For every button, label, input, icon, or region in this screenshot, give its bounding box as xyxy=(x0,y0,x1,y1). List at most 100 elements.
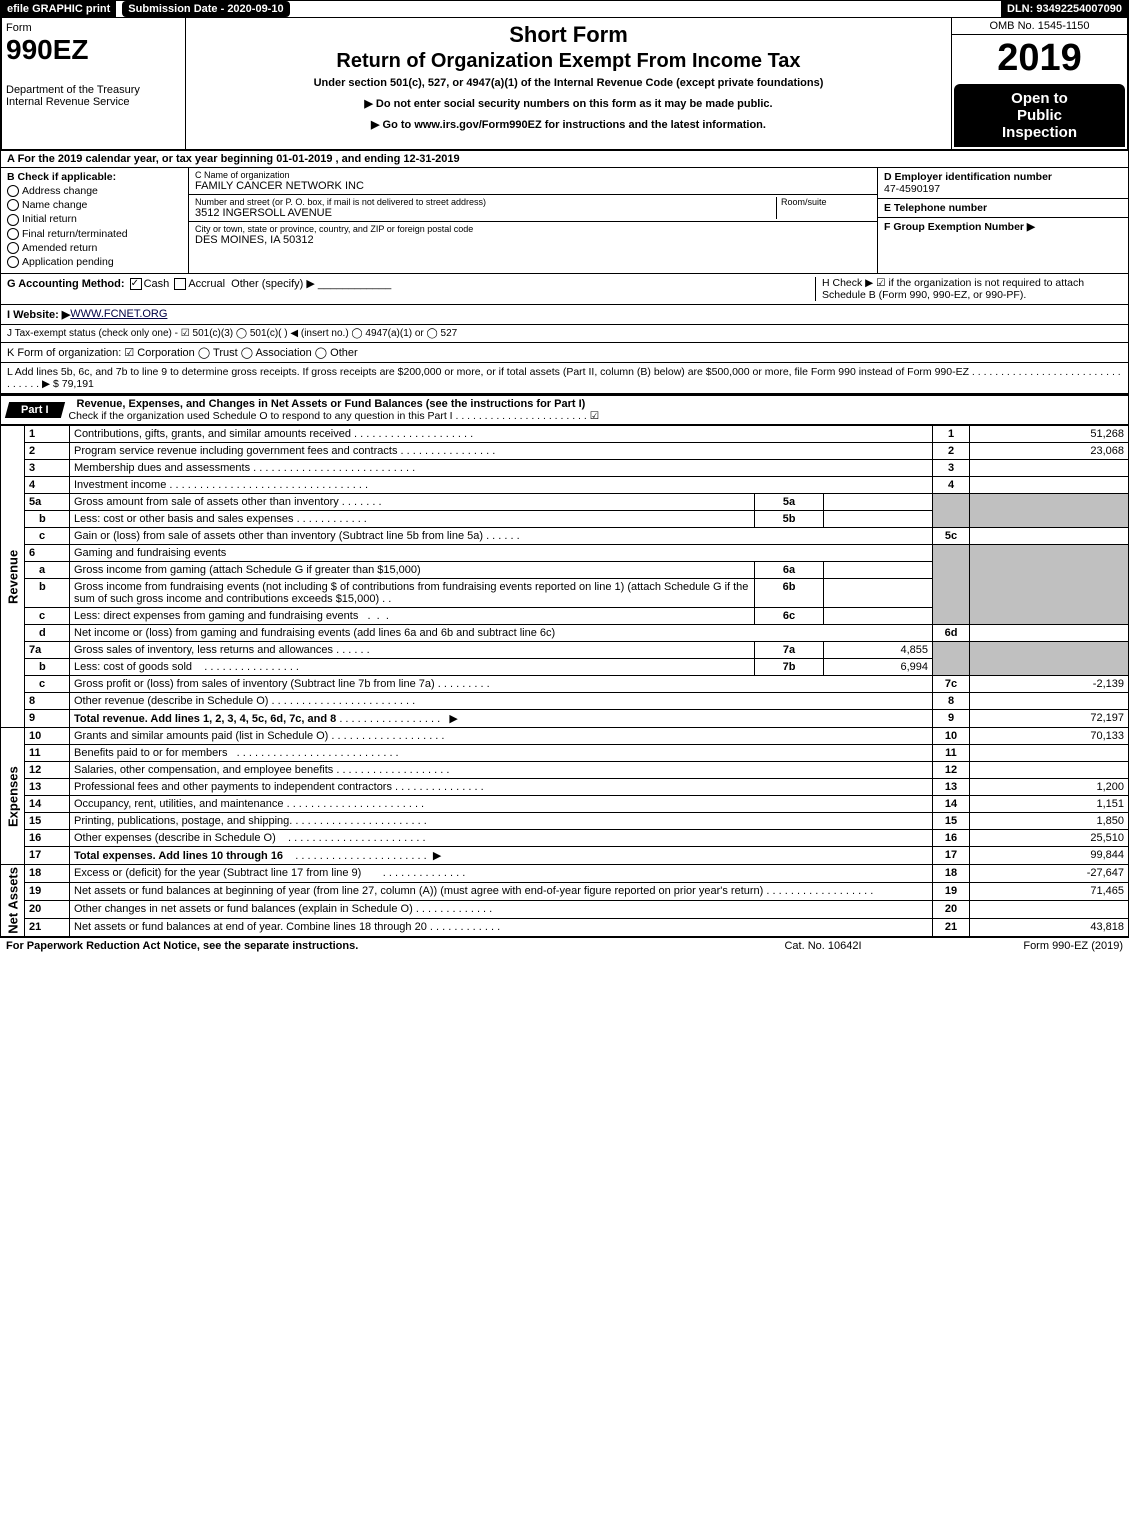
line-18-no: 18 xyxy=(25,865,70,883)
line-4-no: 4 xyxy=(25,477,70,494)
row-g-h: G Accounting Method: Cash Accrual Other … xyxy=(0,274,1129,305)
section-c: C Name of organization FAMILY CANCER NET… xyxy=(189,168,877,273)
street-label: Number and street (or P. O. box, if mail… xyxy=(195,197,776,207)
line-1-col: 1 xyxy=(933,426,970,443)
short-form-title: Short Form xyxy=(192,22,945,48)
line-5b-no: b xyxy=(25,511,70,528)
line-16-val: 25,510 xyxy=(970,830,1129,847)
footer-right: Form 990-EZ (2019) xyxy=(923,940,1123,952)
footer-cat: Cat. No. 10642I xyxy=(723,940,923,952)
line-4-desc: Investment income xyxy=(74,479,166,491)
line-4-col: 4 xyxy=(933,477,970,494)
accounting-method-label: G Accounting Method: xyxy=(7,278,125,290)
line-6-desc: Gaming and fundraising events xyxy=(70,545,933,562)
line-6b-boxval xyxy=(824,579,933,608)
line-13-desc: Professional fees and other payments to … xyxy=(74,781,392,793)
line-10-no: 10 xyxy=(25,728,70,745)
side-revenue: Revenue xyxy=(1,426,25,728)
form-header: Form 990EZ Department of the Treasury In… xyxy=(0,18,1129,151)
chk-initial-return[interactable] xyxy=(7,214,19,226)
footer-left: For Paperwork Reduction Act Notice, see … xyxy=(6,940,723,952)
line-8-desc: Other revenue (describe in Schedule O) xyxy=(74,695,268,707)
line-3-desc: Membership dues and assessments xyxy=(74,462,250,474)
chk-cash[interactable] xyxy=(130,278,142,290)
line-16-col: 16 xyxy=(933,830,970,847)
line-11-no: 11 xyxy=(25,745,70,762)
line-13-no: 13 xyxy=(25,779,70,796)
line-9-col: 9 xyxy=(933,710,970,728)
line-6b-no: b xyxy=(25,579,70,608)
lbl-name-change: Name change xyxy=(22,199,87,211)
line-15-val: 1,850 xyxy=(970,813,1129,830)
chk-amended-return[interactable] xyxy=(7,242,19,254)
line-6b-desc: Gross income from fundraising events (no… xyxy=(74,581,748,605)
website-link[interactable]: WWW.FCNET.ORG xyxy=(70,308,167,321)
chk-final-return[interactable] xyxy=(7,228,19,240)
lbl-accrual: Accrual xyxy=(188,278,225,290)
city: DES MOINES, IA 50312 xyxy=(195,234,871,246)
part-i-title: Revenue, Expenses, and Changes in Net As… xyxy=(69,398,586,410)
line-8-col: 8 xyxy=(933,693,970,710)
line-5c-val xyxy=(970,528,1129,545)
row-i: I Website: ▶ WWW.FCNET.ORG xyxy=(0,305,1129,325)
line-8-no: 8 xyxy=(25,693,70,710)
line-7b-boxval: 6,994 xyxy=(824,659,933,676)
telephone-label: E Telephone number xyxy=(884,202,987,214)
line-7a-boxval: 4,855 xyxy=(824,642,933,659)
line-7b-desc: Less: cost of goods sold xyxy=(74,661,192,673)
line-20-no: 20 xyxy=(25,901,70,919)
line-6d-desc: Net income or (loss) from gaming and fun… xyxy=(70,625,933,642)
line-7c-desc: Gross profit or (loss) from sales of inv… xyxy=(74,678,435,690)
dln: DLN: 93492254007090 xyxy=(1001,1,1128,17)
chk-address-change[interactable] xyxy=(7,185,19,197)
line-13-val: 1,200 xyxy=(970,779,1129,796)
line-19-desc: Net assets or fund balances at beginning… xyxy=(74,885,763,897)
line-1-val: 51,268 xyxy=(970,426,1129,443)
line-11-val xyxy=(970,745,1129,762)
line-6a-desc: Gross income from gaming (attach Schedul… xyxy=(70,562,755,579)
line-6d-val xyxy=(970,625,1129,642)
line-6a-box: 6a xyxy=(755,562,824,579)
open-line2: Public xyxy=(956,107,1123,124)
line-5c-col: 5c xyxy=(933,528,970,545)
chk-name-change[interactable] xyxy=(7,199,19,211)
page-footer: For Paperwork Reduction Act Notice, see … xyxy=(0,937,1129,954)
line-6a-boxval xyxy=(824,562,933,579)
chk-accrual[interactable] xyxy=(174,278,186,290)
row-j: J Tax-exempt status (check only one) - ☑… xyxy=(0,325,1129,343)
line-5b-desc: Less: cost or other basis and sales expe… xyxy=(74,513,294,525)
info-block: B Check if applicable: Address change Na… xyxy=(0,168,1129,274)
line-20-col: 20 xyxy=(933,901,970,919)
line-12-desc: Salaries, other compensation, and employ… xyxy=(74,764,333,776)
line-2-val: 23,068 xyxy=(970,443,1129,460)
line-19-no: 19 xyxy=(25,883,70,901)
goto-link[interactable]: ▶ Go to www.irs.gov/Form990EZ for instru… xyxy=(192,118,945,131)
line-20-val xyxy=(970,901,1129,919)
tax-year: 2019 xyxy=(952,35,1127,82)
line-12-no: 12 xyxy=(25,762,70,779)
submission-date: Submission Date - 2020-09-10 xyxy=(122,1,289,17)
lbl-cash: Cash xyxy=(144,278,170,290)
line-5a-desc: Gross amount from sale of assets other t… xyxy=(74,496,339,508)
line-17-col: 17 xyxy=(933,847,970,865)
line-5a-box: 5a xyxy=(755,494,824,511)
efile-print[interactable]: efile GRAPHIC print xyxy=(1,1,116,17)
lbl-other: Other (specify) ▶ xyxy=(231,278,315,290)
row-l: L Add lines 5b, 6c, and 7b to line 9 to … xyxy=(0,363,1129,394)
line-11-desc: Benefits paid to or for members xyxy=(74,747,227,759)
line-17-val: 99,844 xyxy=(970,847,1129,865)
top-bar: efile GRAPHIC print Submission Date - 20… xyxy=(0,0,1129,18)
line-2-desc: Program service revenue including govern… xyxy=(74,445,397,457)
line-9-no: 9 xyxy=(25,710,70,728)
line-21-col: 21 xyxy=(933,919,970,937)
line-10-desc: Grants and similar amounts paid (list in… xyxy=(74,730,328,742)
line-10-col: 10 xyxy=(933,728,970,745)
line-6a-no: a xyxy=(25,562,70,579)
line-7c-val: -2,139 xyxy=(970,676,1129,693)
line-21-no: 21 xyxy=(25,919,70,937)
line-6-no: 6 xyxy=(25,545,70,562)
chk-application-pending[interactable] xyxy=(7,256,19,268)
line-16-desc: Other expenses (describe in Schedule O) xyxy=(74,832,276,844)
line-7c-no: c xyxy=(25,676,70,693)
line-5a-boxval xyxy=(824,494,933,511)
